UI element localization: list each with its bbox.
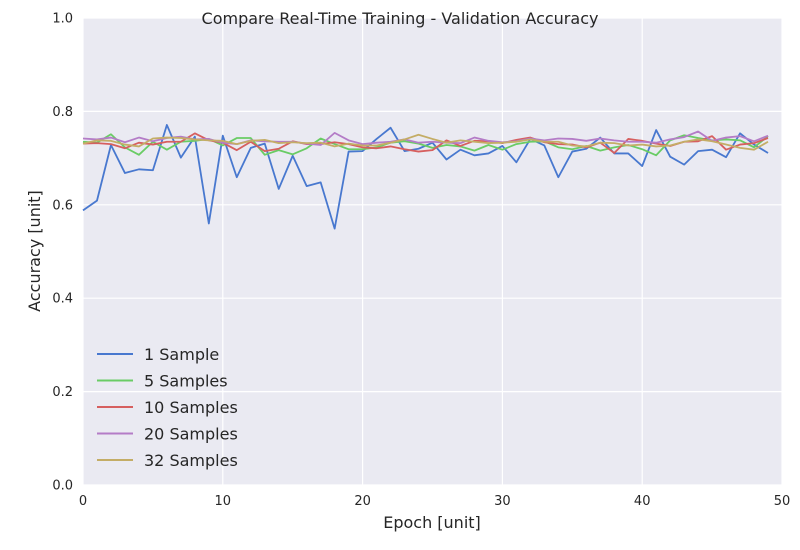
legend-label: 10 Samples <box>144 398 238 417</box>
legend: 1 Sample 5 Samples 10 Samples 20 Samples 32 … <box>97 345 238 470</box>
y-tick-label: 0.8 <box>52 105 73 120</box>
x-axis-label: Epoch [unit] <box>383 513 481 532</box>
legend-label: 5 Samples <box>144 372 228 391</box>
grid-lines <box>82 17 783 486</box>
x-tick-label: 0 <box>79 494 87 509</box>
series-line-2 <box>82 133 769 157</box>
series-lines <box>82 124 769 230</box>
y-tick-labels: 0.0 0.2 0.4 0.6 0.8 1.0 <box>52 12 73 494</box>
x-tick-label: 10 <box>215 494 232 509</box>
y-axis-label: Accuracy [unit] <box>25 190 44 312</box>
legend-label: 32 Samples <box>144 451 238 470</box>
plot-background <box>83 18 782 485</box>
legend-label: 1 Sample <box>144 345 219 364</box>
chart-title: Compare Real-Time Training - Validation … <box>202 9 599 28</box>
x-tick-label: 20 <box>354 494 371 509</box>
x-tick-labels: 0 10 20 30 40 50 <box>79 494 790 509</box>
y-tick-label: 0.0 <box>52 479 73 494</box>
x-tick-label: 30 <box>494 494 511 509</box>
y-tick-label: 0.2 <box>52 385 73 400</box>
x-tick-label: 40 <box>634 494 651 509</box>
y-tick-label: 0.6 <box>52 198 73 213</box>
x-tick-label: 50 <box>774 494 791 509</box>
series-line-5 <box>82 133 769 151</box>
y-tick-label: 1.0 <box>52 12 73 27</box>
legend-label: 20 Samples <box>144 425 238 444</box>
y-tick-label: 0.4 <box>52 292 73 307</box>
